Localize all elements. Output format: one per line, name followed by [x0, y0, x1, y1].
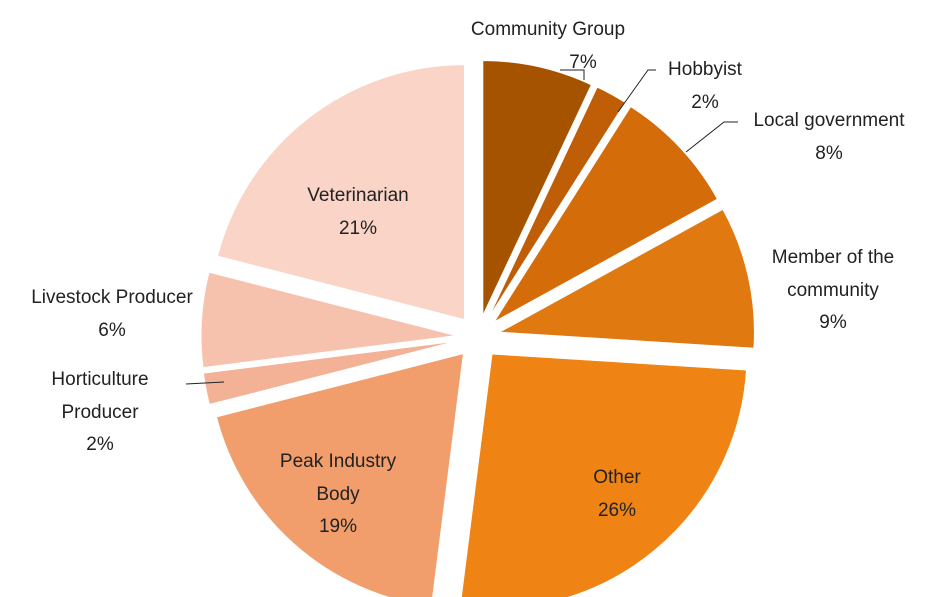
- pie-slice: [460, 353, 748, 597]
- pie-slice: [497, 208, 755, 349]
- value-label: 7%: [569, 51, 597, 73]
- value-label: 19%: [318, 516, 358, 537]
- pie-slice: [200, 271, 457, 369]
- category-name: Community Group: [470, 19, 626, 40]
- pie-slice: [202, 340, 457, 406]
- category-name: Livestock Producer: [31, 287, 193, 308]
- slice-label: Veterinarian 21%: [268, 180, 448, 245]
- category-name: Peak Industry Body: [279, 451, 397, 505]
- leader-line: [185, 381, 225, 385]
- value-label: 21%: [338, 217, 378, 239]
- category-name: Horticulture Producer: [51, 369, 149, 423]
- pie-slice: [215, 352, 465, 597]
- slice-label: Horticulture Producer 2%: [40, 364, 160, 462]
- category-name: Hobbyist: [668, 59, 742, 80]
- slice-label: Other 26%: [557, 462, 677, 527]
- category-name: Member of the community: [771, 247, 895, 301]
- category-name: Other: [593, 467, 641, 488]
- pie-slice: [216, 64, 466, 321]
- slice-label: Member of the community 9%: [748, 242, 918, 340]
- leader-line: [685, 121, 738, 153]
- value-label: 9%: [819, 312, 847, 333]
- category-name: Veterinarian: [307, 185, 409, 206]
- value-label: 2%: [691, 91, 719, 113]
- pie-slice: [482, 60, 593, 316]
- leader-line: [617, 69, 656, 113]
- slice-label: Peak Industry Body 19%: [263, 446, 413, 544]
- value-label: 6%: [98, 319, 126, 341]
- slice-label: Community Group 7%: [448, 14, 648, 79]
- leader-line: [560, 69, 585, 80]
- value-label: 2%: [86, 434, 114, 455]
- category-name: Local government: [753, 110, 905, 131]
- slice-label: Hobbyist 2%: [645, 54, 765, 119]
- value-label: 26%: [597, 499, 637, 521]
- slice-label: Livestock Producer 6%: [2, 282, 222, 347]
- slice-label: Local government 8%: [729, 105, 929, 170]
- value-label: 8%: [815, 142, 843, 164]
- pie-slice: [493, 105, 719, 323]
